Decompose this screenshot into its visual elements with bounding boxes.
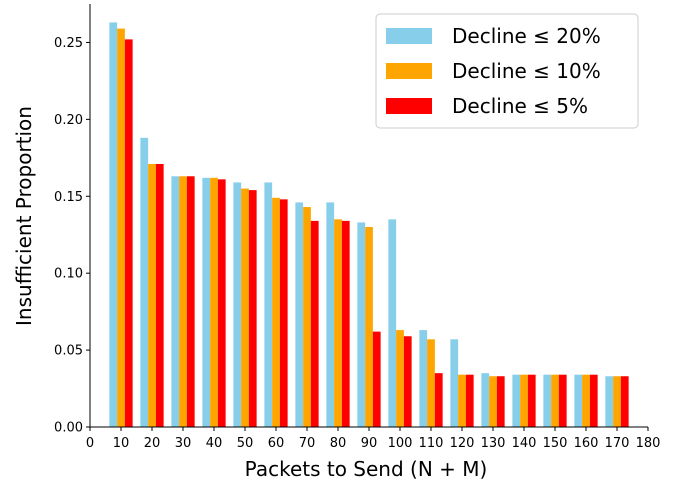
y-tick-label-0.15: 0.15 [54,190,83,205]
bar-series-3-x-30 [186,176,195,427]
bar-series-1-x-30 [171,176,180,427]
bar-series-2-x-50 [241,188,249,427]
y-tick-label-0.00: 0.00 [54,421,83,436]
bar-series-1-x-170 [605,376,614,427]
legend-swatch-1 [386,28,432,44]
bar-series-3-x-90 [372,331,381,427]
bar-series-2-x-90 [365,227,373,427]
x-tick-label-160: 160 [574,436,599,451]
bar-series-3-x-20 [155,163,164,427]
bar-series-1-x-60 [264,182,273,427]
bar-series-2-x-80 [334,219,342,427]
x-tick-label-0: 0 [86,436,94,451]
bar-series-2-x-60 [272,197,280,427]
bar-series-2-x-130 [489,376,497,427]
x-tick-label-140: 140 [512,436,537,451]
bar-series-2-x-140 [520,374,528,427]
y-tick-label-0.10: 0.10 [54,267,83,282]
x-axis-label: Packets to Send (N + M) [245,457,488,481]
bar-series-1-x-150 [543,374,552,427]
bar-series-1-x-80 [326,202,335,427]
bar-series-2-x-120 [458,374,466,427]
y-ticks-group: 0.00 0.05 0.10 0.15 0.20 0.25 [54,36,90,436]
bar-series-3-x-130 [496,376,505,427]
x-tick-label-30: 30 [175,436,192,451]
x-axis-label-text: Packets to Send (N + M) [245,457,488,481]
bar-series-3-x-110 [434,373,443,427]
bar-series-3-x-160 [589,374,598,427]
x-tick-label-150: 150 [543,436,568,451]
bar-series-2-x-10 [117,28,125,428]
bar-series-2-x-30 [179,176,187,427]
bar-series-2-x-150 [551,374,559,427]
bar-series-3-x-60 [279,199,288,427]
bar-series-1-x-120 [450,339,459,427]
bar-series-2-x-160 [582,374,590,427]
bar-series-1-x-20 [140,137,149,427]
bar-series-1-x-110 [419,330,428,427]
legend-label-2: Decline ≤ 10% [452,59,601,83]
bar-series-3-x-170 [620,376,629,427]
bar-series-1-x-90 [357,222,366,427]
x-ticks-group: 0 10 20 30 40 50 60 70 80 90 100 110 120 130 140 150 160… [86,427,661,451]
bar-series-2-x-170 [613,376,621,427]
bar-series-3-x-120 [465,374,474,427]
bar-series-1-x-140 [512,374,521,427]
bar-series-3-x-50 [248,190,257,427]
bar-series-3-x-40 [217,179,226,427]
bar-series-3-x-80 [341,220,350,427]
x-tick-label-10: 10 [113,436,130,451]
x-tick-label-70: 70 [299,436,316,451]
legend-label-3: Decline ≤ 5% [452,94,588,118]
bar-series-1-x-40 [202,177,211,427]
bars-group [109,22,629,428]
legend-swatch-3 [386,98,432,114]
legend-box [375,13,639,129]
y-tick-label-0.20: 0.20 [54,113,83,128]
x-tick-label-130: 130 [481,436,506,451]
bar-series-1-x-10 [109,22,118,428]
bar-series-3-x-140 [527,374,536,427]
bar-series-1-x-70 [295,202,304,427]
x-tick-label-60: 60 [268,436,285,451]
x-tick-label-50: 50 [237,436,254,451]
x-tick-label-100: 100 [388,436,413,451]
bar-series-2-x-20 [148,163,156,427]
legend-swatch-2 [386,63,432,79]
x-tick-label-180: 180 [636,436,661,451]
bar-series-2-x-70 [303,207,311,427]
bar-series-3-x-70 [310,220,319,427]
bar-series-3-x-100 [403,336,412,427]
bar-series-2-x-110 [427,339,435,427]
x-tick-label-110: 110 [419,436,444,451]
bar-series-2-x-100 [396,330,404,427]
x-tick-label-80: 80 [330,436,347,451]
x-tick-label-90: 90 [361,436,378,451]
bar-series-1-x-160 [574,374,583,427]
y-axis-label: Insufficient Proportion [12,106,36,326]
bar-series-2-x-40 [210,177,218,427]
bar-series-3-x-10 [124,39,133,427]
x-tick-label-40: 40 [206,436,223,451]
legend: Decline ≤ 20% Decline ≤ 10% Decline ≤ 5% [375,13,639,129]
bar-series-1-x-130 [481,373,490,427]
legend-label-1: Decline ≤ 20% [452,24,601,48]
y-tick-label-0.05: 0.05 [54,344,83,359]
x-tick-label-20: 20 [144,436,161,451]
x-tick-label-120: 120 [450,436,475,451]
y-tick-label-0.25: 0.25 [54,36,83,51]
bar-series-1-x-50 [233,182,242,427]
x-tick-label-170: 170 [605,436,630,451]
bar-series-3-x-150 [558,374,567,427]
bar-series-1-x-100 [388,219,397,427]
